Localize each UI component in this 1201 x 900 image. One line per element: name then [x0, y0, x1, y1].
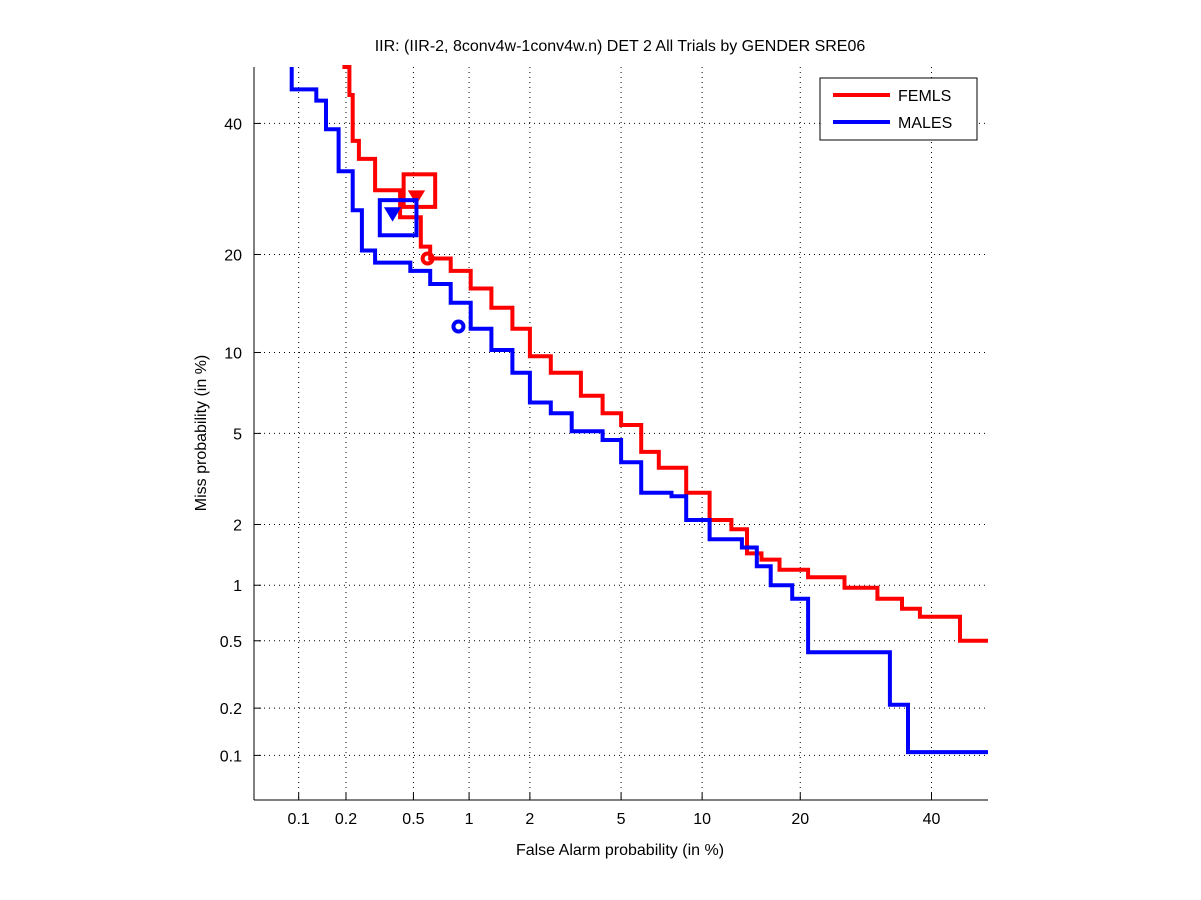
y-tick-label: 2	[233, 517, 242, 534]
y-tick-label: 5	[233, 426, 242, 443]
chart-title: IIR: (IIR-2, 8conv4w-1conv4w.n) DET 2 Al…	[375, 38, 866, 55]
y-tick-label: 40	[224, 116, 242, 133]
grid	[254, 67, 988, 800]
legend: FEMLS MALES	[819, 77, 978, 141]
x-tick-label: 0.2	[335, 811, 357, 828]
x-tick-label: 2	[525, 811, 534, 828]
det-curve-femls	[342, 65, 988, 643]
x-tick-label: 40	[923, 811, 941, 828]
x-tick-label: 10	[693, 811, 711, 828]
x-tick-label: 0.5	[402, 811, 424, 828]
actual-dcf-marker-femls	[407, 190, 426, 205]
series-layer	[289, 65, 988, 755]
det-curve-males	[289, 67, 988, 755]
confidence-box-femls	[401, 172, 438, 209]
min-dcf-marker-femls	[420, 251, 435, 266]
y-tick-label: 0.2	[220, 701, 242, 718]
actual-dcf-marker-males	[383, 207, 402, 222]
y-tick-label: 1	[233, 578, 242, 595]
x-tick-label: 20	[791, 811, 809, 828]
x-tick-label: 5	[617, 811, 626, 828]
x-axis-label: False Alarm probability (in %)	[516, 842, 724, 859]
y-axis-label: Miss probability (in %)	[193, 355, 210, 511]
legend-label: FEMLS	[898, 88, 951, 105]
y-tick-label: 10	[224, 345, 242, 362]
axes: 0.1 0.2 0.5 1 2 5 10 20 40 0.1 0.2 0.5 1 2 5 10 20 40	[220, 67, 988, 828]
y-tick-label: 0.5	[220, 634, 242, 651]
y-tick-label: 20	[224, 247, 242, 264]
min-dcf-marker-males	[451, 319, 466, 334]
x-tick-label: 1	[465, 811, 474, 828]
confidence-box-males	[377, 198, 419, 238]
x-tick-label: 0.1	[288, 811, 310, 828]
y-tick-label: 0.1	[220, 748, 242, 765]
legend-label: MALES	[898, 115, 952, 132]
legend-box	[819, 77, 978, 141]
